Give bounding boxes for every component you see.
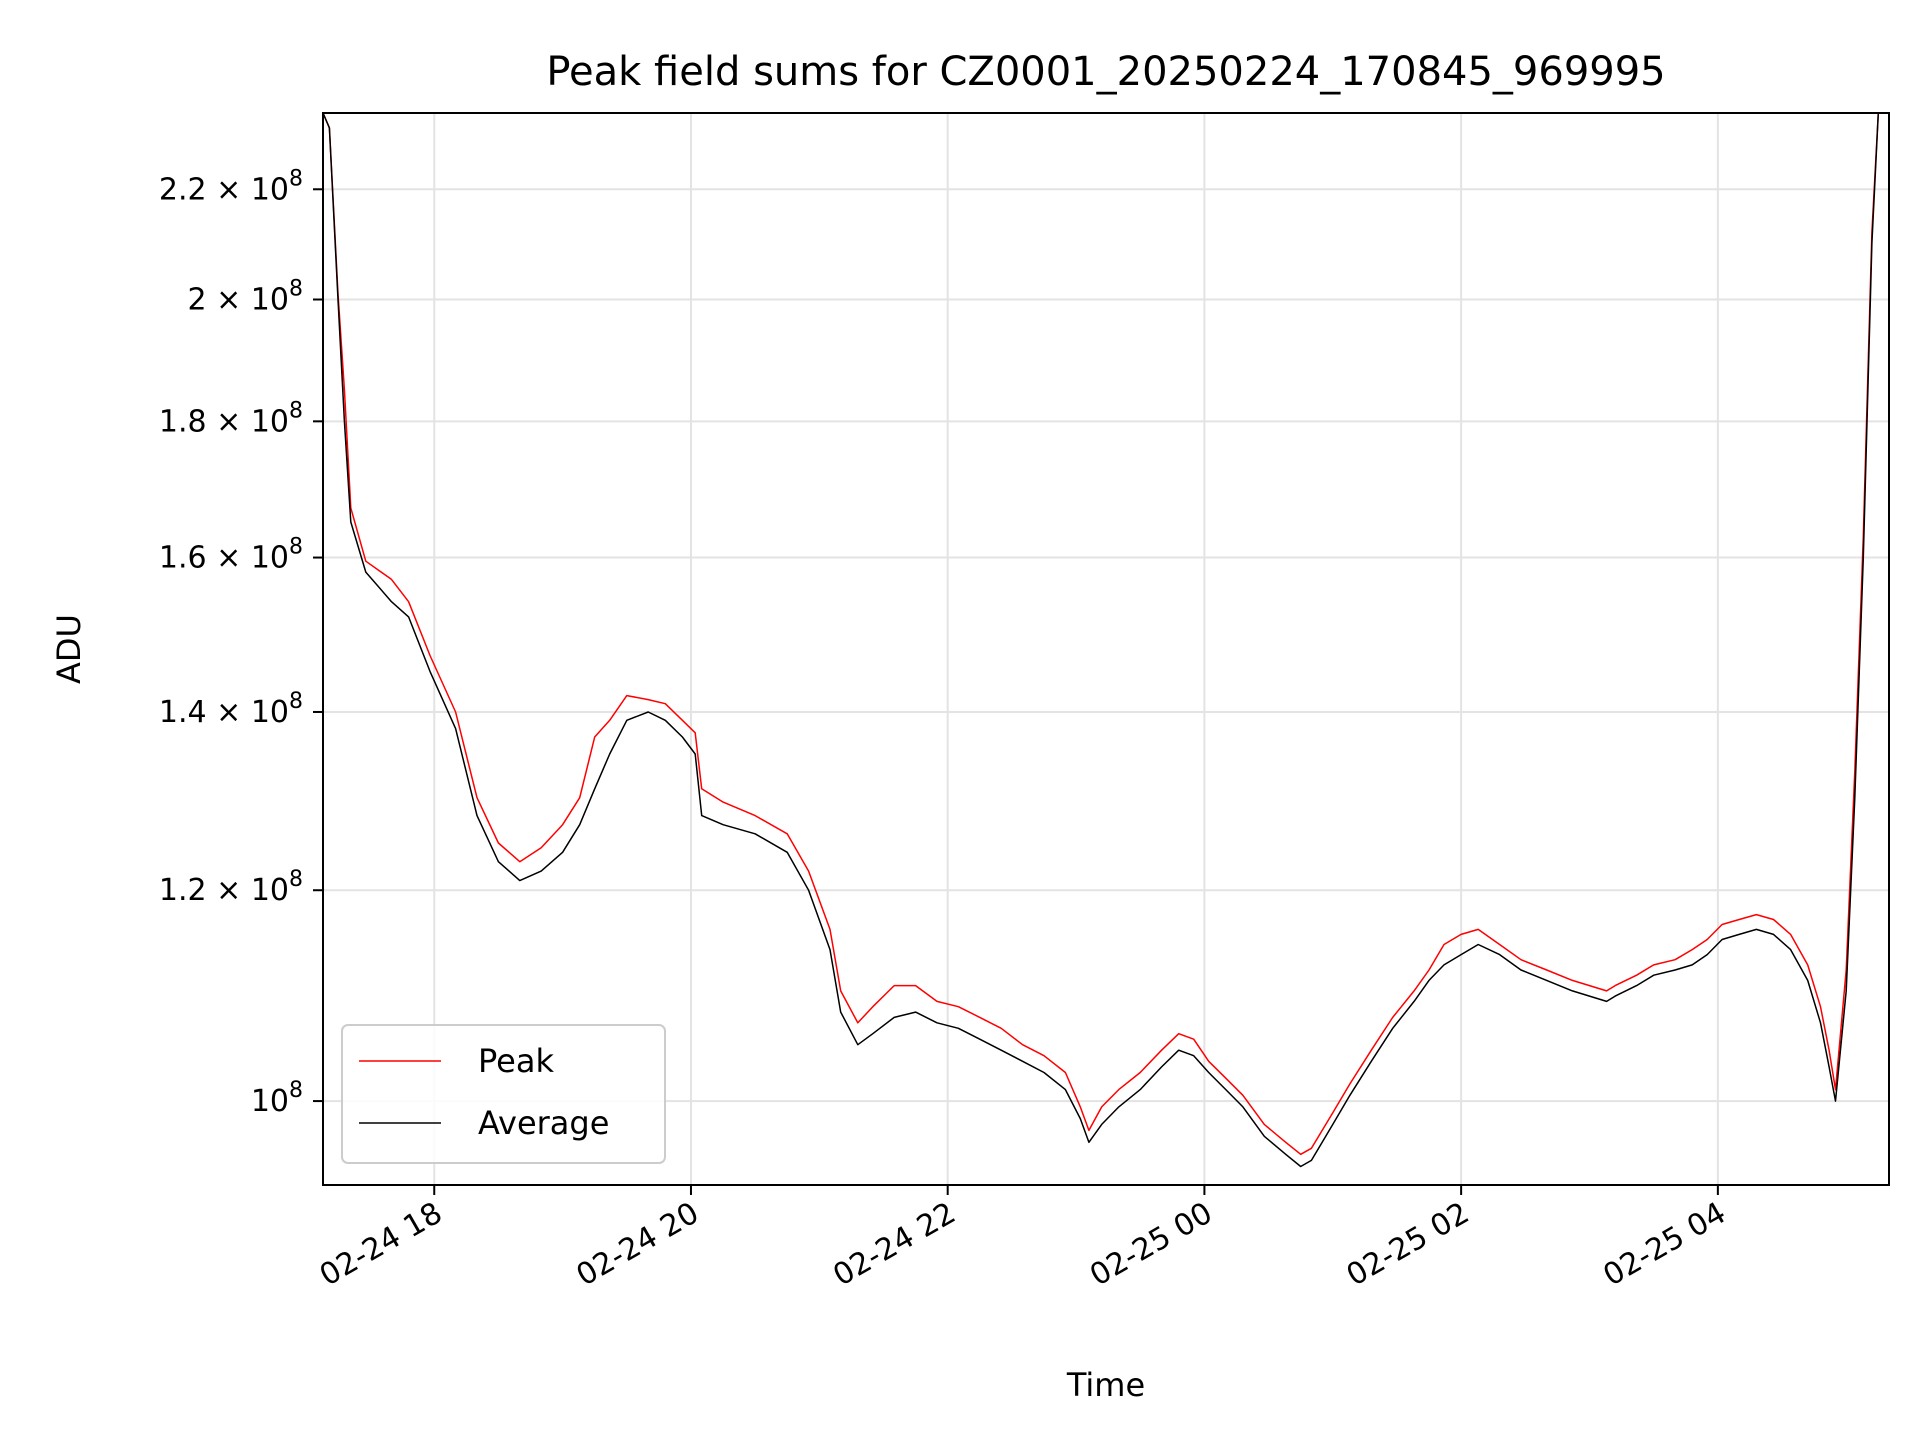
y-tick-exponent: 8: [289, 535, 303, 560]
y-tick-label: 2 × 108: [188, 276, 303, 317]
y-tick-label: 1.2 × 108: [159, 867, 303, 908]
plot-frame: [322, 112, 1890, 1186]
y-tick-exponent: 8: [289, 1078, 303, 1103]
y-tick-mantissa: 1.2 × 10: [159, 873, 289, 908]
legend-average-label: Average: [478, 1104, 609, 1142]
y-tick-label: 108: [251, 1078, 303, 1119]
series-layer: [323, 113, 1880, 1168]
y-tick-mantissa: 1.4 × 10: [159, 695, 289, 730]
y-tick-exponent: 8: [289, 689, 303, 714]
y-tick-mantissa: 1.6 × 10: [159, 541, 289, 576]
y-tick-label: 2.2 × 108: [159, 166, 303, 207]
grid: [323, 113, 1889, 1185]
y-tick-label: 1.8 × 108: [159, 398, 303, 439]
y-tick-mantissa: 2.2 × 10: [159, 172, 289, 207]
y-tick-exponent: 8: [289, 276, 303, 301]
y-tick-mantissa: 1.8 × 10: [159, 404, 289, 439]
y-tick-exponent: 8: [289, 398, 303, 423]
series-line-peak: [323, 113, 1880, 1156]
y-tick-mantissa: 10: [251, 1084, 289, 1119]
legend-peak-label: Peak: [478, 1042, 554, 1080]
legend: Peak Average: [341, 1024, 666, 1164]
legend-box: [341, 1024, 666, 1164]
y-axis-label: ADU: [50, 614, 88, 684]
y-tick-exponent: 8: [289, 166, 303, 191]
x-axis-label: Time: [1066, 1366, 1145, 1404]
y-tick-label: 1.6 × 108: [159, 535, 303, 576]
y-tick-mantissa: 2 × 10: [188, 282, 289, 317]
y-tick-exponent: 8: [289, 867, 303, 892]
series-line-average: [323, 113, 1880, 1168]
y-tick-label: 1.4 × 108: [159, 689, 303, 730]
chart-title: Peak field sums for CZ0001_20250224_1708…: [546, 49, 1665, 95]
